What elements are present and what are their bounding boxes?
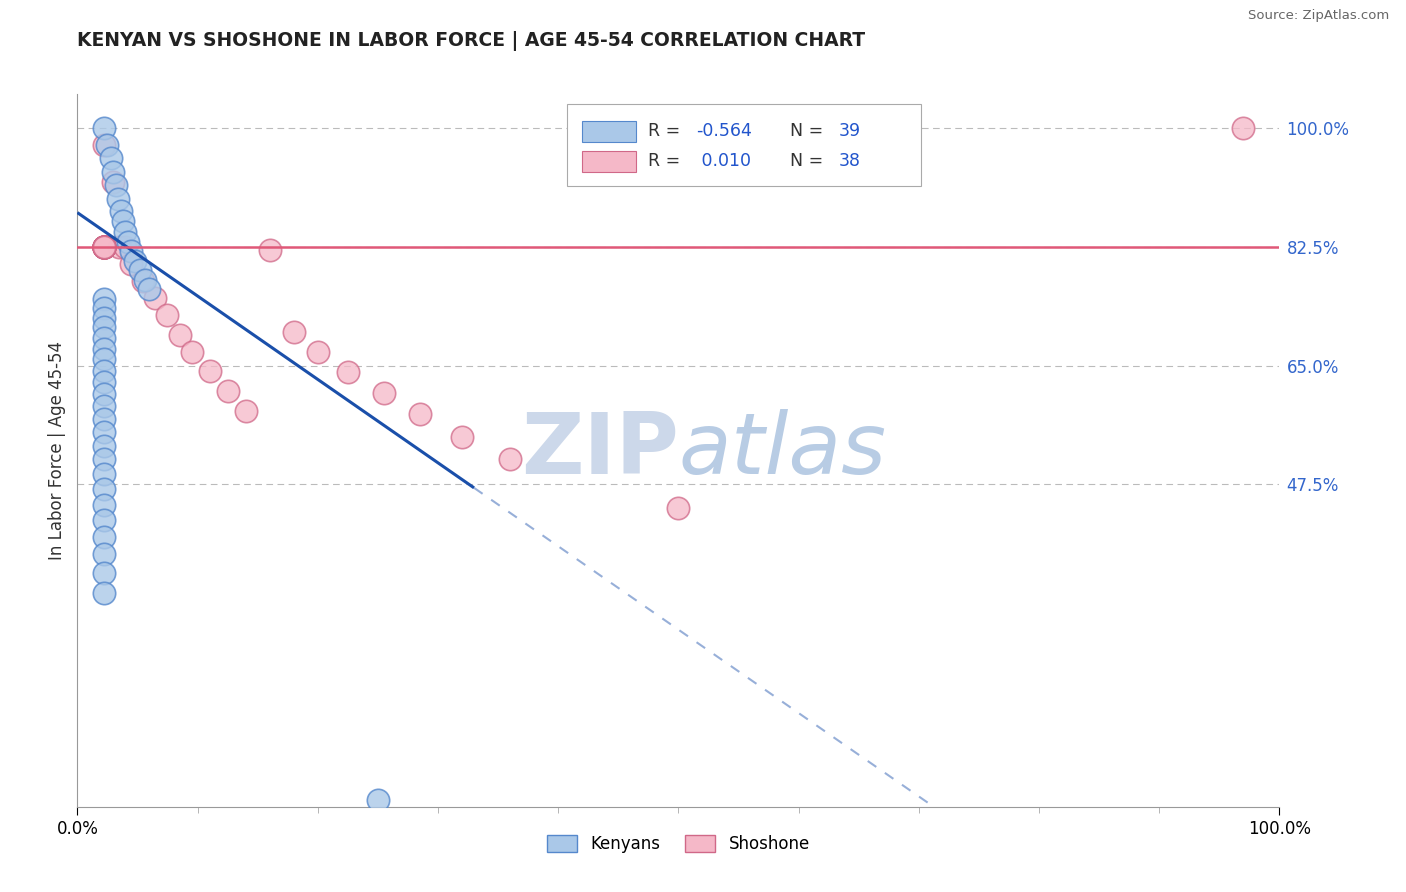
Point — [93, 364, 115, 378]
Point — [103, 165, 125, 179]
Point — [93, 399, 115, 413]
Point — [138, 282, 160, 296]
Point — [108, 239, 131, 253]
Point — [103, 175, 125, 189]
Point — [93, 412, 115, 426]
Text: 0.010: 0.010 — [696, 153, 751, 170]
Point — [117, 235, 139, 249]
Point — [132, 274, 155, 288]
Point — [93, 239, 115, 253]
Point — [93, 482, 115, 496]
Point — [235, 404, 257, 418]
Point — [93, 352, 115, 367]
Point — [93, 310, 115, 325]
Point — [93, 566, 115, 580]
Text: R =: R = — [648, 153, 686, 170]
Point — [198, 364, 221, 378]
Point — [93, 320, 115, 334]
Y-axis label: In Labor Force | Age 45-54: In Labor Force | Age 45-54 — [48, 341, 66, 560]
Point — [93, 301, 115, 316]
Point — [93, 239, 115, 253]
Point — [128, 263, 150, 277]
Point — [93, 439, 115, 453]
Text: KENYAN VS SHOSHONE IN LABOR FORCE | AGE 45-54 CORRELATION CHART: KENYAN VS SHOSHONE IN LABOR FORCE | AGE … — [77, 31, 866, 51]
Point — [100, 151, 122, 165]
Point — [114, 225, 136, 239]
Point — [93, 531, 115, 545]
Point — [96, 137, 118, 152]
Text: N =: N = — [790, 153, 830, 170]
Text: 39: 39 — [838, 122, 860, 140]
Point — [169, 327, 191, 342]
Point — [93, 292, 115, 306]
FancyBboxPatch shape — [582, 151, 637, 172]
Point — [259, 243, 281, 257]
Point — [93, 498, 115, 512]
Point — [124, 253, 146, 268]
Point — [668, 501, 690, 516]
Point — [307, 345, 329, 359]
Point — [93, 452, 115, 467]
Point — [93, 467, 115, 482]
Text: -0.564: -0.564 — [696, 122, 752, 140]
Point — [93, 239, 115, 253]
Point — [93, 585, 115, 599]
Point — [217, 384, 239, 398]
Point — [93, 239, 115, 253]
Text: 38: 38 — [838, 153, 860, 170]
Point — [93, 239, 115, 253]
Point — [373, 385, 395, 400]
Point — [104, 178, 127, 193]
Point — [93, 239, 115, 253]
Point — [156, 308, 179, 322]
Text: ZIP: ZIP — [520, 409, 679, 492]
Text: atlas: atlas — [679, 409, 886, 492]
Point — [93, 239, 115, 253]
Point — [93, 239, 115, 253]
Point — [93, 137, 115, 152]
Point — [134, 273, 156, 287]
Point — [93, 239, 115, 253]
Point — [93, 239, 115, 253]
Point — [93, 548, 115, 562]
Point — [367, 793, 389, 807]
Point — [120, 256, 142, 270]
Point — [409, 408, 432, 422]
Point — [93, 239, 115, 253]
Point — [93, 331, 115, 345]
Text: Source: ZipAtlas.com: Source: ZipAtlas.com — [1249, 9, 1389, 22]
Point — [93, 239, 115, 253]
Text: R =: R = — [648, 122, 686, 140]
Point — [336, 365, 359, 379]
Point — [114, 239, 136, 253]
Point — [93, 425, 115, 439]
Text: N =: N = — [790, 122, 830, 140]
Point — [145, 291, 167, 305]
Point — [111, 214, 134, 228]
Point — [451, 430, 474, 444]
Point — [93, 513, 115, 527]
Point — [499, 452, 522, 467]
Legend: Kenyans, Shoshone: Kenyans, Shoshone — [540, 828, 817, 860]
FancyBboxPatch shape — [582, 120, 637, 142]
Point — [93, 239, 115, 253]
Point — [107, 192, 129, 206]
Point — [93, 376, 115, 390]
Point — [120, 244, 142, 259]
Point — [283, 325, 305, 339]
Point — [110, 203, 132, 218]
Point — [1232, 120, 1254, 135]
FancyBboxPatch shape — [567, 104, 921, 186]
Point — [93, 239, 115, 253]
Point — [93, 387, 115, 401]
Point — [180, 345, 202, 359]
Point — [93, 342, 115, 356]
Point — [93, 120, 115, 135]
Point — [93, 239, 115, 253]
